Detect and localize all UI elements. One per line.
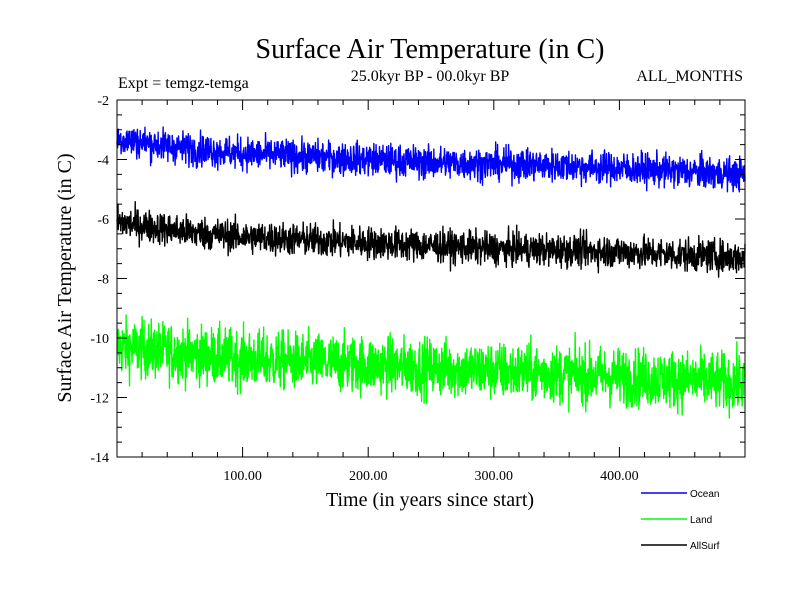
y-tick-label: -14: [90, 451, 109, 466]
legend-label-land: Land: [690, 515, 712, 526]
x-tick-label: 400.00: [600, 469, 639, 484]
y-tick-label: -10: [90, 332, 109, 347]
chart-title: Surface Air Temperature (in C): [256, 34, 605, 65]
series-line-ocean: [116, 126, 746, 193]
y-tick-label: -12: [90, 392, 109, 407]
y-tick-label: -4: [97, 154, 109, 169]
series-layer: [116, 126, 746, 419]
period-subtitle: 25.0kyr BP - 00.0kyr BP: [351, 68, 510, 85]
y-tick-label: -8: [97, 273, 109, 288]
series-line-land: [116, 314, 746, 419]
expt-label: Expt = temgz-temga: [118, 75, 249, 92]
x-axis-label: Time (in years since start): [326, 489, 534, 511]
y-tick-label: -6: [97, 213, 109, 228]
x-tick-label: 100.00: [223, 469, 262, 484]
legend-label-allsurf: AllSurf: [690, 541, 720, 552]
months-label: ALL_MONTHS: [636, 68, 743, 85]
series-line-allsurf: [116, 201, 746, 278]
y-axis-label: Surface Air Temperature (in C): [54, 153, 76, 402]
legend: Ocean Land AllSurf: [641, 489, 720, 552]
ticks-layer: 100.00 200.00 300.00 400.00 -2 -4 -6 -8 -10 -12 -1…: [90, 94, 745, 484]
x-tick-label: 200.00: [349, 469, 388, 484]
x-tick-label: 300.00: [475, 469, 514, 484]
legend-label-ocean: Ocean: [690, 489, 719, 500]
y-tick-label: -2: [97, 94, 109, 109]
